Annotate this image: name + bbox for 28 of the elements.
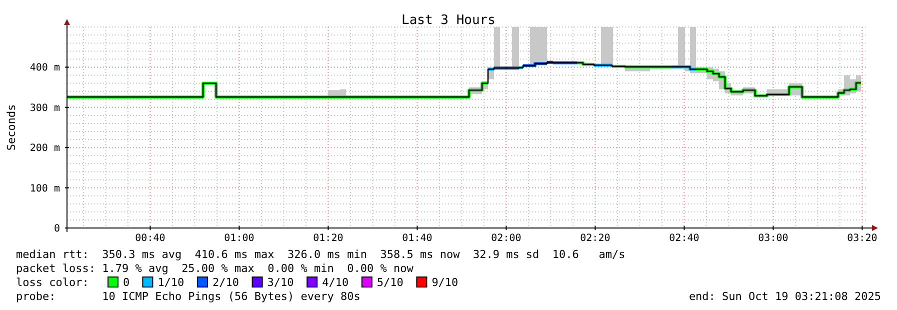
y-tick-label: 0 bbox=[54, 224, 60, 234]
x-tick-label: 01:20 bbox=[313, 233, 344, 244]
legend-title: loss color: bbox=[16, 276, 89, 289]
y-tick-label: 300 m bbox=[30, 102, 60, 114]
x-tick-label: 03:00 bbox=[758, 233, 788, 244]
y-axis-title: Seconds bbox=[5, 104, 18, 151]
x-tick-label: 03:20 bbox=[847, 233, 878, 244]
y-tick-label: 400 m bbox=[30, 62, 60, 74]
text: probe: 10 ICMP Echo Pings (56 Bytes) every 80s bbox=[16, 290, 360, 303]
legend-label: 4/10 bbox=[322, 276, 349, 289]
x-tick-label: 01:40 bbox=[402, 233, 432, 244]
legend-label: 1/10 bbox=[158, 276, 184, 289]
x-tick-label: 01:00 bbox=[224, 233, 254, 244]
legend-label: 3/10 bbox=[267, 276, 294, 289]
y-tick-label: 200 m bbox=[30, 143, 60, 154]
text: end: Sun Oct 19 03:21:08 2025 bbox=[688, 290, 881, 303]
x-tick-label: 02:00 bbox=[491, 233, 522, 244]
x-tick-label: 02:20 bbox=[580, 233, 610, 244]
y-tick-label: 100 m bbox=[30, 183, 60, 194]
x-tick-label: 00:40 bbox=[135, 233, 166, 244]
legend-label: 0 bbox=[123, 276, 130, 289]
legend-label: 2/10 bbox=[212, 276, 239, 289]
chart-title: Last 3 Hours bbox=[402, 13, 496, 28]
legend-label: 9/10 bbox=[432, 276, 458, 289]
text: median rtt: 350.3 ms avg 410.6 ms max 326.0 ms min 358.5 ms now 32.9 ms sd 10.6 am/s bbox=[16, 248, 626, 261]
text: packet loss: 1.79 % avg 25.00 % max 0.00 % min 0.00 % now bbox=[16, 262, 414, 275]
x-tick-label: 02:40 bbox=[669, 233, 700, 244]
legend-label: 5/10 bbox=[376, 276, 404, 289]
